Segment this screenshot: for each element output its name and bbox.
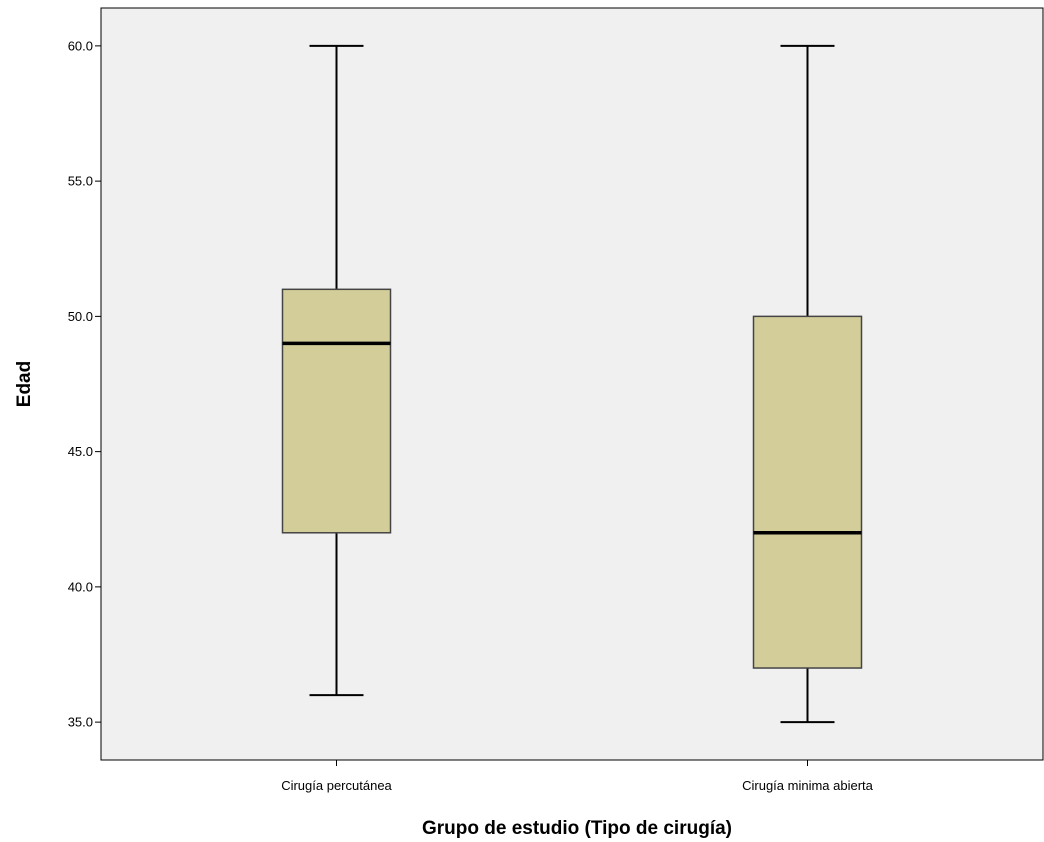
- y-tick-label: 55.0: [68, 174, 93, 189]
- x-axis-title: Grupo de estudio (Tipo de cirugía): [422, 818, 732, 839]
- y-tick-label: 50.0: [68, 309, 93, 324]
- box-group: [281, 44, 392, 697]
- y-tick-label: 35.0: [68, 715, 93, 730]
- y-axis: 35.0 40.0 45.0 50.0 55.0 60.0: [68, 38, 101, 730]
- x-tick-label: Cirugía percutánea: [281, 778, 392, 793]
- iqr-box: [752, 315, 863, 669]
- y-tick-label: 40.0: [68, 579, 93, 594]
- iqr-box: [281, 288, 392, 534]
- x-tick-label: Cirugía minima abierta: [742, 778, 874, 793]
- boxes: [281, 44, 863, 724]
- box-group: [752, 44, 863, 724]
- y-axis-title: Edad: [14, 361, 35, 407]
- y-tick-label: 45.0: [68, 444, 93, 459]
- plot-area: [100, 7, 1044, 761]
- y-tick-label: 60.0: [68, 38, 93, 53]
- x-axis: Cirugía percutánea Cirugía minima abierta: [281, 760, 874, 793]
